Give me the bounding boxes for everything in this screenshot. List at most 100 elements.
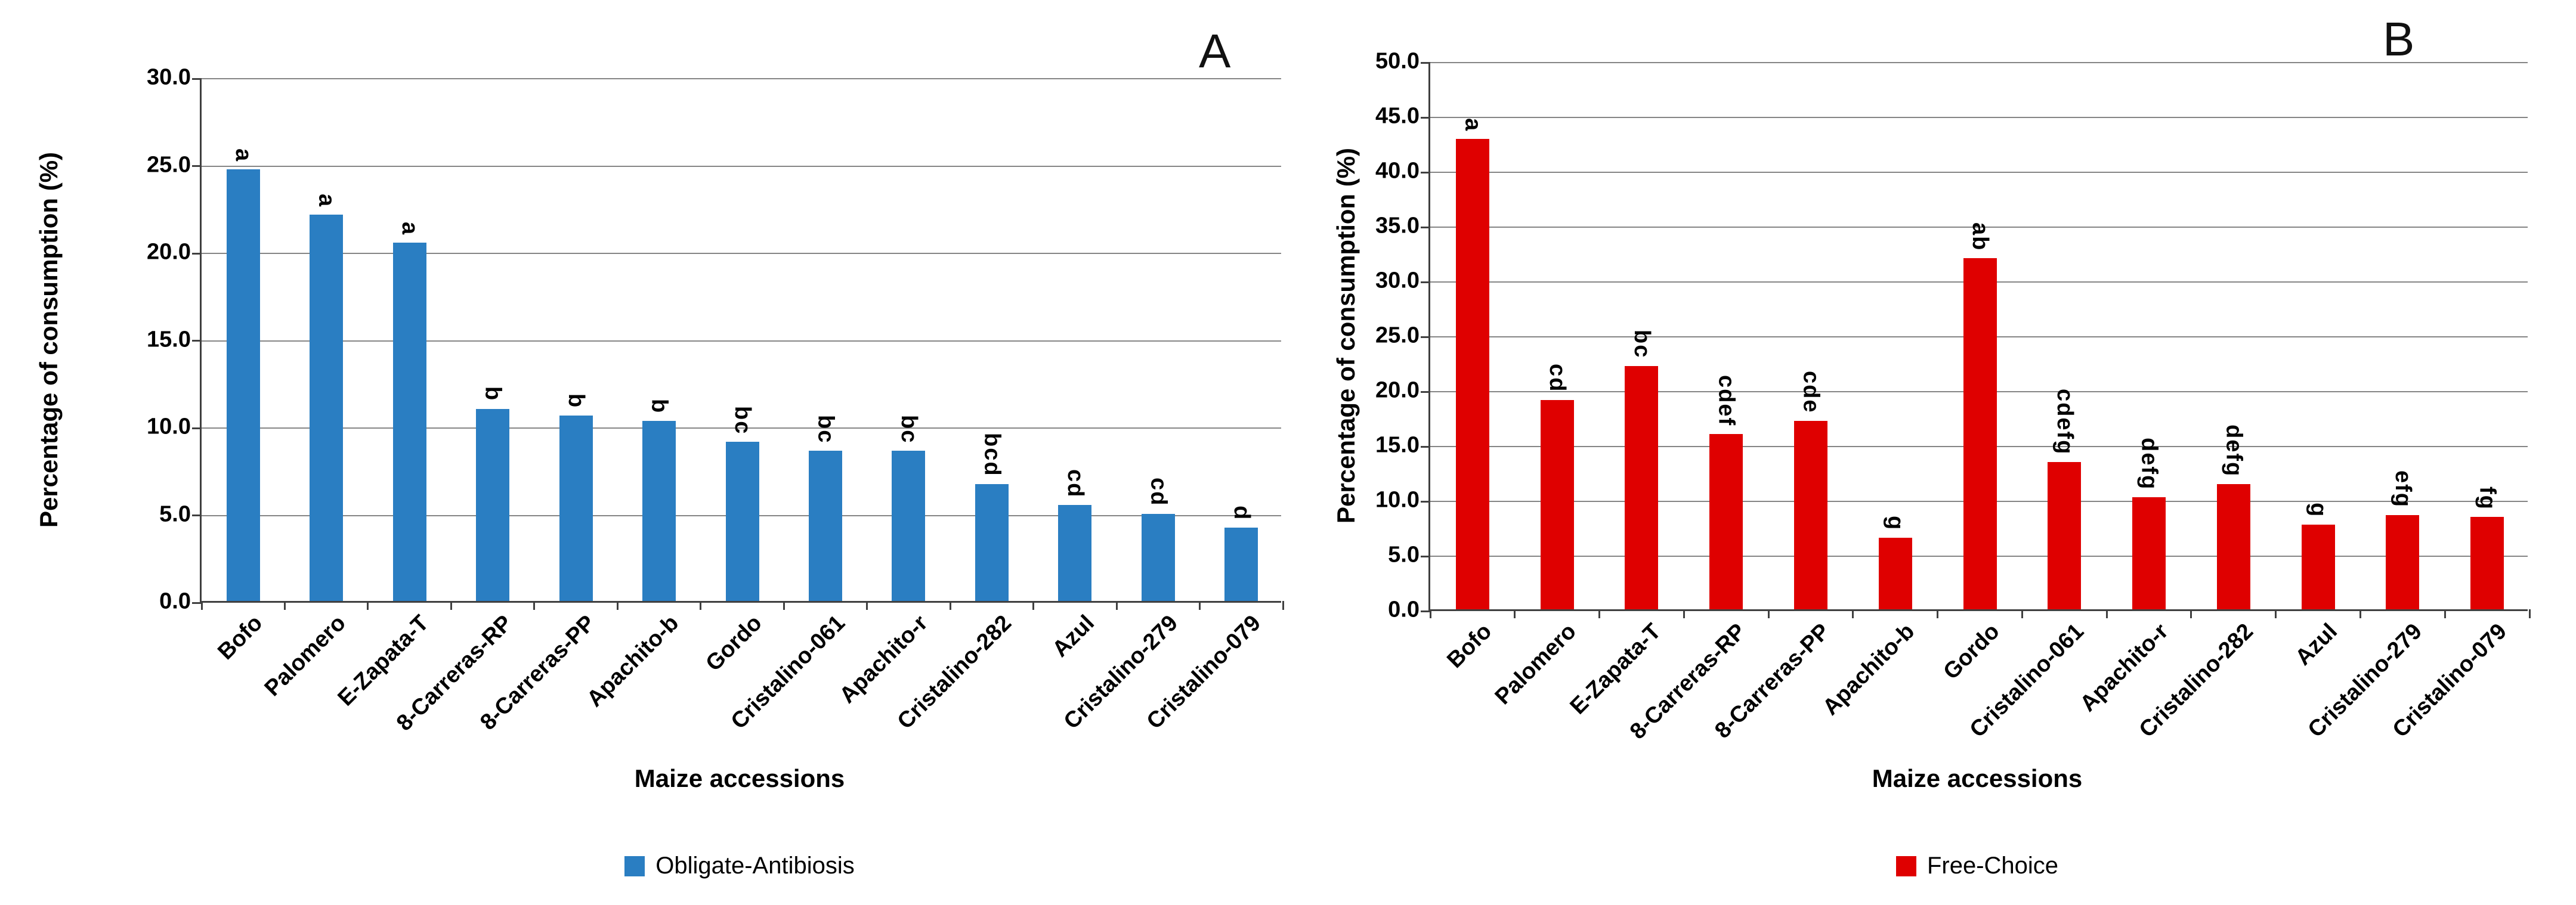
x-tick-mark (616, 601, 619, 610)
x-tick-mark (1937, 609, 1939, 618)
significance-letter: b (564, 393, 589, 409)
bar-cristalino-079 (2470, 517, 2504, 609)
x-tick-mark (866, 601, 868, 610)
panel-letter-b: B (2383, 13, 2415, 66)
y-tick-mark (192, 427, 202, 429)
bar-cristalino-061 (2048, 462, 2082, 609)
bar-palomero (1540, 399, 1574, 609)
x-tick-mark (283, 601, 286, 610)
y-tick-mark (1421, 610, 1430, 612)
bar-cristalino-079 (1224, 527, 1258, 601)
bar-cristalino-282 (975, 484, 1009, 601)
category-label: Apachito-b (1818, 619, 1920, 721)
y-tick-label: 35.0 (1375, 213, 1420, 238)
gridline (1430, 227, 2528, 228)
x-tick-mark (2021, 609, 2023, 618)
gridline (1430, 62, 2528, 63)
legend-swatch (624, 856, 645, 876)
bar-cristalino-279 (1141, 513, 1175, 601)
y-tick-mark (1421, 390, 1430, 393)
significance-letter: defg (2221, 424, 2247, 478)
category-label: Azul (2290, 619, 2343, 671)
significance-letter: a (231, 148, 256, 163)
gridline (202, 165, 1281, 167)
significance-letter: cd (1062, 469, 1088, 498)
x-tick-mark (367, 601, 369, 610)
significance-letter: d (1229, 505, 1254, 520)
significance-letter: cd (1545, 364, 1570, 393)
x-tick-mark (1683, 609, 1685, 618)
x-tick-mark (2528, 609, 2531, 618)
bar-8-carreras-pp (1793, 420, 1827, 609)
y-tick-mark (1421, 336, 1430, 338)
y-tick-mark (1421, 445, 1430, 448)
y-tick-mark (1421, 281, 1430, 283)
significance-letter: cd (1146, 478, 1171, 507)
x-tick-mark (783, 601, 785, 610)
x-axis-title: Maize accessions (1872, 764, 2083, 792)
plot-area: 0.0 5.0 10.0 15.0 20.0 25.0 30.0 a Bofo a Palomero… (147, 64, 1284, 736)
gridline (202, 78, 1281, 79)
y-tick-label: 5.0 (159, 501, 191, 526)
y-tick-label: 30.0 (1375, 268, 1420, 293)
x-tick-mark (949, 601, 951, 610)
bar-e-zapata-t (392, 243, 426, 601)
y-tick-mark (192, 78, 202, 80)
y-tick-label: 50.0 (1375, 48, 1420, 74)
category-label: Bofo (1442, 619, 1497, 673)
bar-gordo (725, 442, 759, 601)
x-tick-mark (1767, 609, 1770, 618)
significance-letter: b (647, 399, 672, 414)
x-tick-mark (1282, 601, 1284, 610)
bar-cristalino-279 (2386, 515, 2420, 609)
significance-letter: a (397, 222, 423, 236)
significance-letter: fg (2475, 486, 2500, 510)
bar-8-carreras-rp (476, 408, 510, 601)
gridline (202, 340, 1281, 342)
bar-bofo (226, 169, 260, 601)
bar-azul (1058, 504, 1092, 601)
x-tick-mark (2105, 609, 2108, 618)
y-tick-label: 10.0 (1375, 487, 1420, 513)
y-tick-mark (1421, 61, 1430, 64)
bar-apachito-b (642, 421, 676, 601)
bar-palomero (310, 215, 344, 601)
gridline (1430, 117, 2528, 118)
significance-letter: g (2306, 503, 2331, 518)
y-tick-mark (1421, 555, 1430, 557)
x-tick-mark (2190, 609, 2192, 618)
bar-bofo (1455, 138, 1489, 609)
y-tick-label: 10.0 (147, 414, 191, 439)
legend: Free-Choice (1428, 853, 2526, 879)
x-tick-mark (1852, 609, 1854, 618)
y-tick-mark (192, 252, 202, 255)
y-tick-label: 20.0 (147, 239, 191, 265)
y-tick-label: 0.0 (159, 588, 191, 614)
category-label: Palomero (1490, 619, 1582, 710)
y-tick-mark (1421, 116, 1430, 119)
y-tick-label: 20.0 (1375, 377, 1420, 403)
x-tick-mark (1429, 609, 1431, 618)
panel-a: A Percentage of consumption (%) 0.0 5.0 10… (35, 24, 1284, 879)
legend-label: Free-Choice (1926, 853, 2059, 879)
bar-gordo (1963, 258, 1997, 609)
bar-cristalino-282 (2216, 484, 2250, 609)
y-axis-title: Percentage of consumption (%) (35, 151, 63, 528)
gridline (202, 253, 1281, 254)
significance-letter: efg (2390, 470, 2416, 508)
bar-e-zapata-t (1625, 365, 1659, 609)
y-tick-mark (192, 602, 202, 604)
y-tick-mark (1421, 171, 1430, 173)
y-tick-mark (192, 515, 202, 516)
significance-letter: cdef (1714, 375, 1739, 427)
x-axis-title: Maize accessions (634, 764, 845, 792)
y-tick-label: 0.0 (1388, 597, 1420, 622)
legend-swatch (1895, 856, 1916, 876)
x-tick-mark (1032, 601, 1035, 610)
y-tick-label: 30.0 (147, 64, 191, 90)
y-tick-label: 25.0 (1375, 323, 1420, 348)
y-tick-label: 15.0 (1375, 432, 1420, 458)
category-label: Azul (1047, 610, 1100, 662)
significance-letter: defg (2136, 438, 2162, 491)
